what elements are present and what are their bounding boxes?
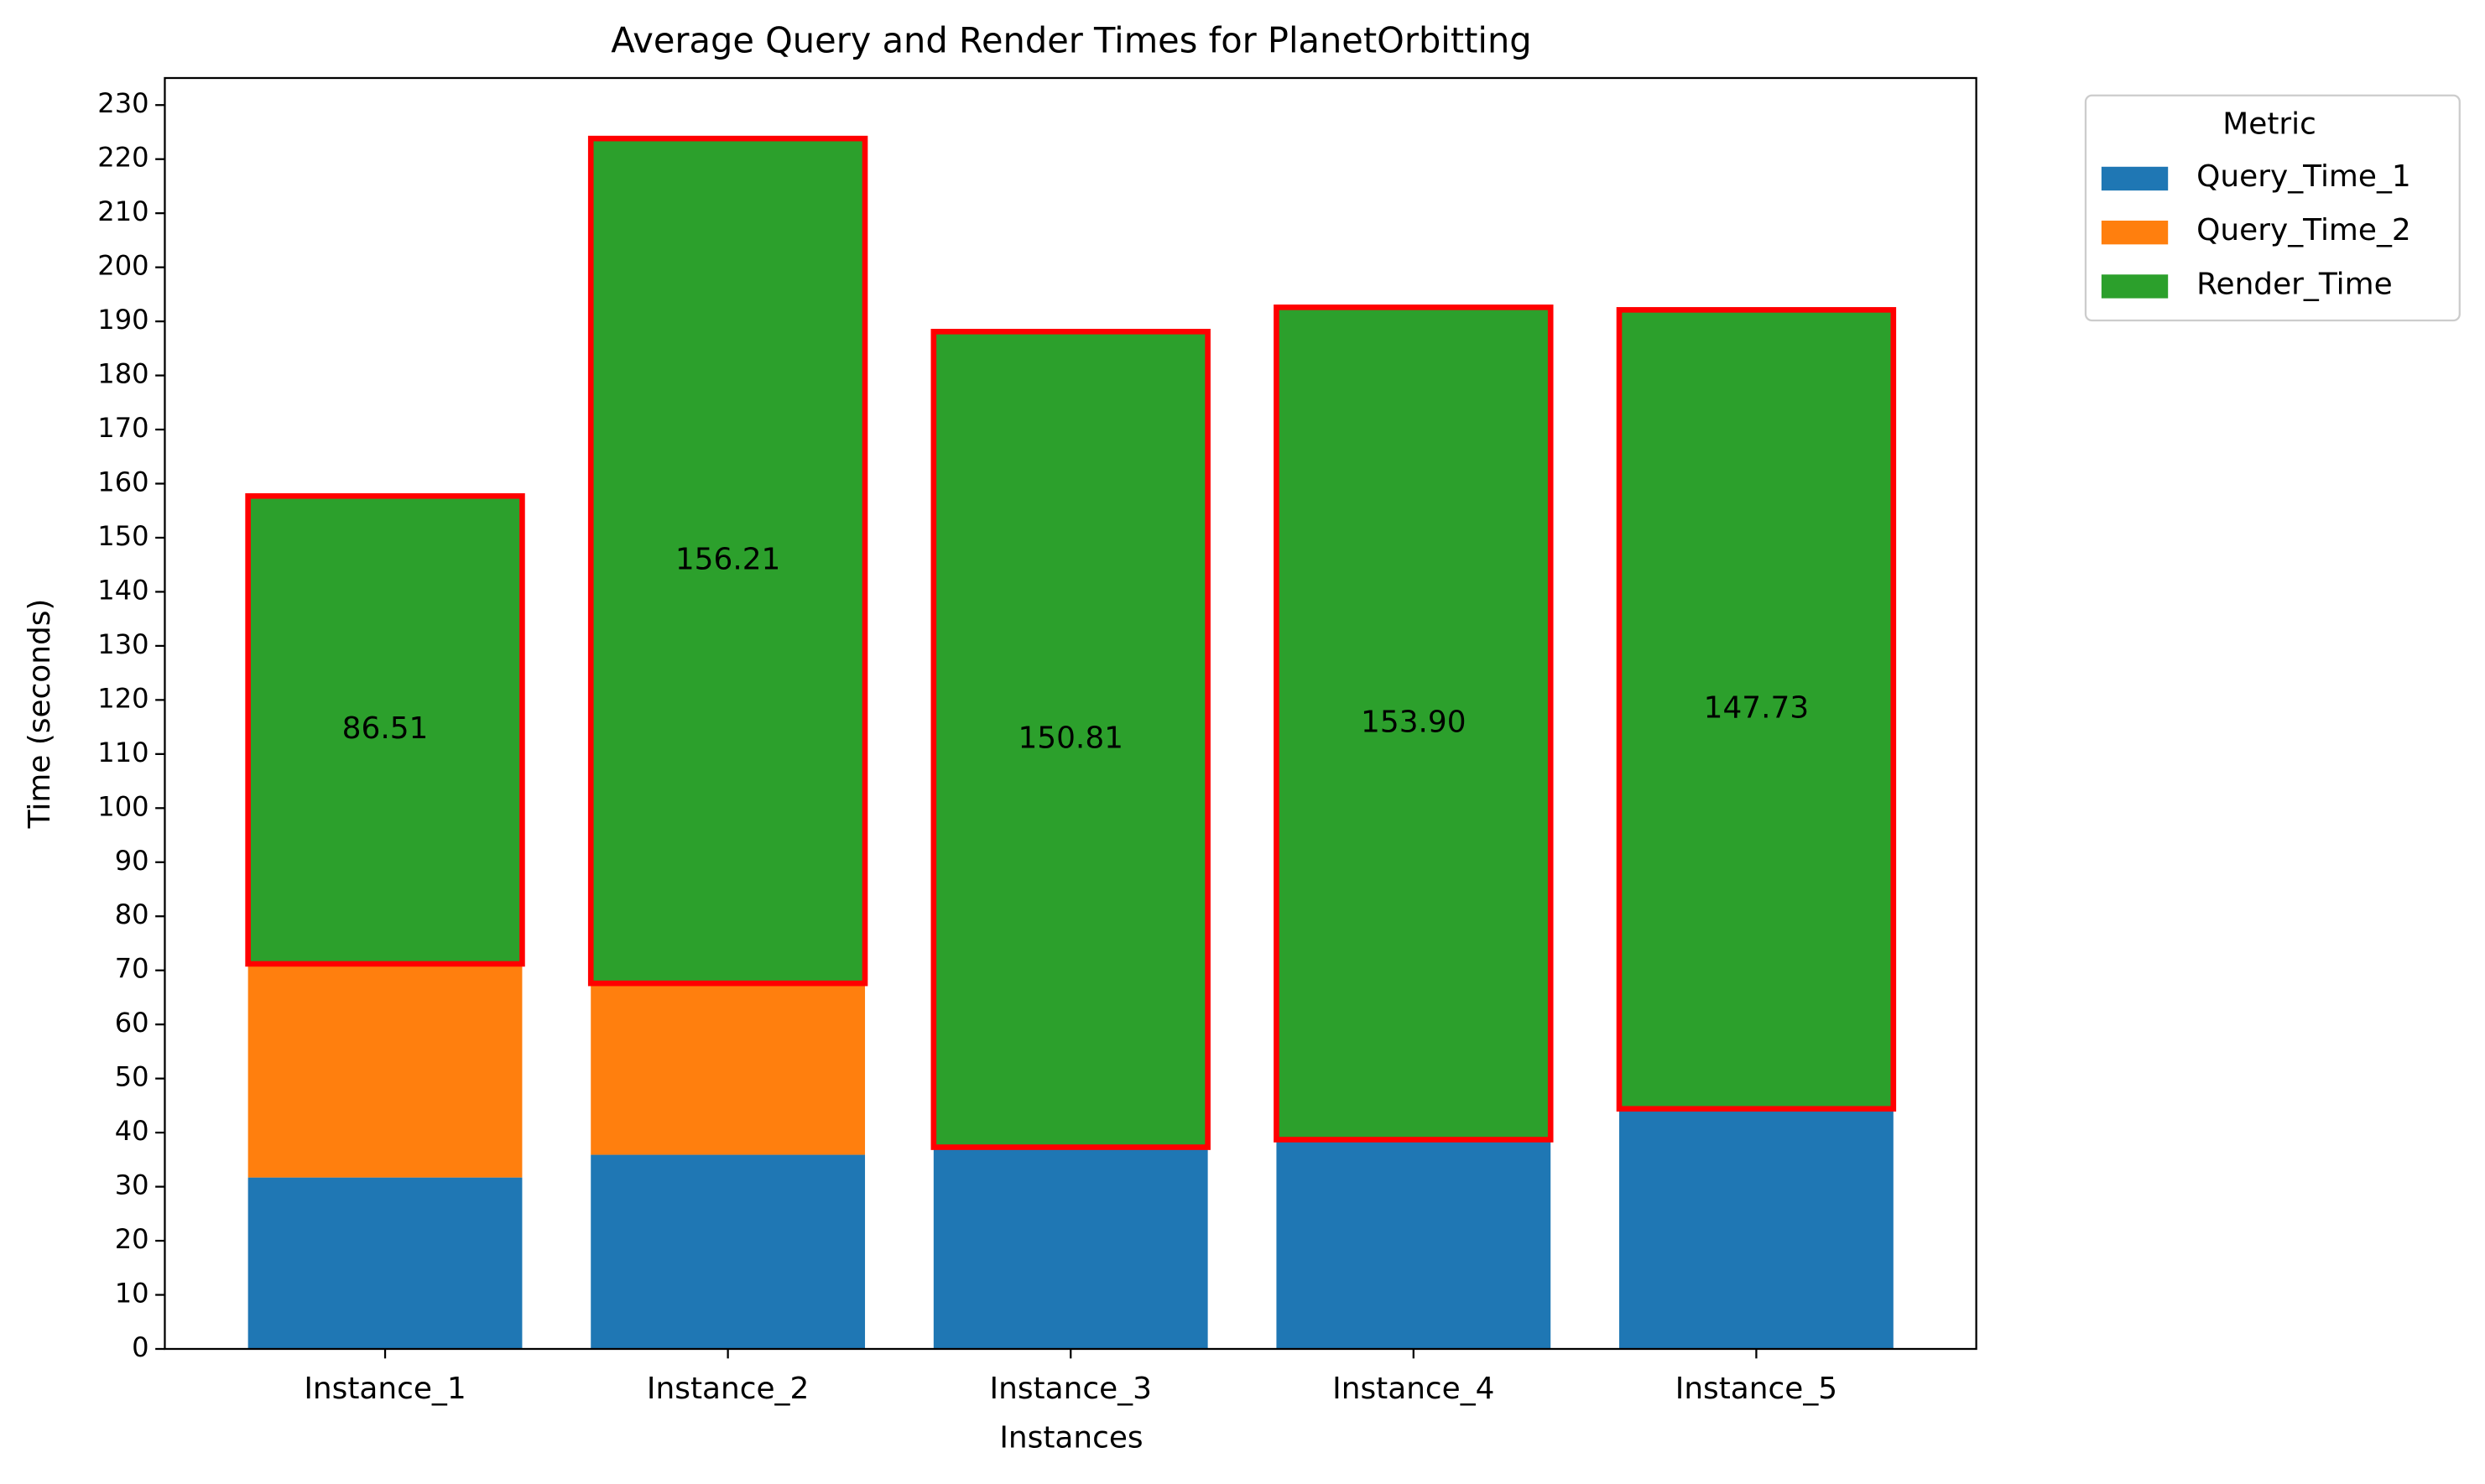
bar-segment — [1616, 307, 1897, 1112]
chart-title: Average Query and Render Times for Plane… — [611, 19, 1531, 60]
plot-frame — [164, 76, 1977, 1351]
y-tick-label: 150 — [97, 520, 148, 552]
bar-segment — [591, 983, 866, 1155]
value-label: 150.81 — [1018, 721, 1123, 755]
legend-swatch — [2101, 274, 2169, 299]
bar-segment — [1276, 1139, 1551, 1349]
legend-label: Query_Time_1 — [2196, 159, 2411, 194]
y-tick-label: 10 — [115, 1278, 149, 1310]
bar-segment — [930, 328, 1211, 1150]
legend-label: Query_Time_2 — [2196, 213, 2411, 247]
y-tick-label: 110 — [97, 737, 148, 768]
bar-segment — [245, 492, 525, 967]
legend-swatch — [2101, 221, 2169, 245]
legend-box — [2084, 94, 2461, 322]
y-tick-label: 60 — [115, 1007, 149, 1039]
value-label: 156.21 — [675, 543, 781, 577]
y-tick-label: 80 — [115, 898, 149, 930]
y-tick-label: 170 — [97, 412, 148, 444]
bar-segment — [587, 135, 868, 987]
y-tick-label: 210 — [97, 195, 148, 227]
y-tick-label: 160 — [97, 466, 148, 498]
y-tick-label: 140 — [97, 574, 148, 606]
legend-swatch — [2101, 166, 2169, 191]
y-tick-label: 40 — [115, 1115, 149, 1147]
y-tick-label: 70 — [115, 953, 149, 985]
x-tick-label: Instance_4 — [1332, 1372, 1494, 1406]
y-tick-label: 230 — [97, 87, 148, 119]
y-tick-label: 200 — [97, 250, 148, 282]
bar-segment — [1274, 305, 1554, 1143]
value-label: 147.73 — [1704, 691, 1810, 726]
y-tick-label: 100 — [97, 790, 148, 822]
y-tick-label: 220 — [97, 142, 148, 174]
bar-segment — [933, 1147, 1208, 1349]
x-tick-label: Instance_1 — [304, 1372, 466, 1406]
x-tick-label: Instance_2 — [647, 1372, 809, 1406]
bar-segment — [591, 1154, 866, 1349]
x-tick-label: Instance_3 — [990, 1372, 1152, 1406]
y-axis-label: Time (seconds) — [23, 599, 57, 830]
y-tick-label: 180 — [97, 358, 148, 390]
x-axis-label: Instances — [999, 1421, 1143, 1455]
value-label: 86.51 — [342, 711, 429, 746]
bar-segment — [247, 1177, 523, 1349]
legend-label: Render_Time — [2196, 267, 2392, 301]
legend-title: Metric — [2222, 107, 2316, 142]
value-label: 153.90 — [1361, 705, 1467, 739]
x-tick-label: Instance_5 — [1675, 1372, 1837, 1406]
y-tick-label: 30 — [115, 1169, 149, 1201]
y-tick-label: 120 — [97, 682, 148, 714]
y-tick-label: 0 — [132, 1331, 148, 1363]
y-tick-label: 20 — [115, 1223, 149, 1255]
y-tick-label: 50 — [115, 1061, 149, 1093]
bar-segment — [247, 963, 523, 1178]
y-tick-label: 90 — [115, 845, 149, 877]
bar-segment — [1619, 1108, 1894, 1349]
y-tick-label: 130 — [97, 628, 148, 660]
y-tick-label: 190 — [97, 304, 148, 336]
